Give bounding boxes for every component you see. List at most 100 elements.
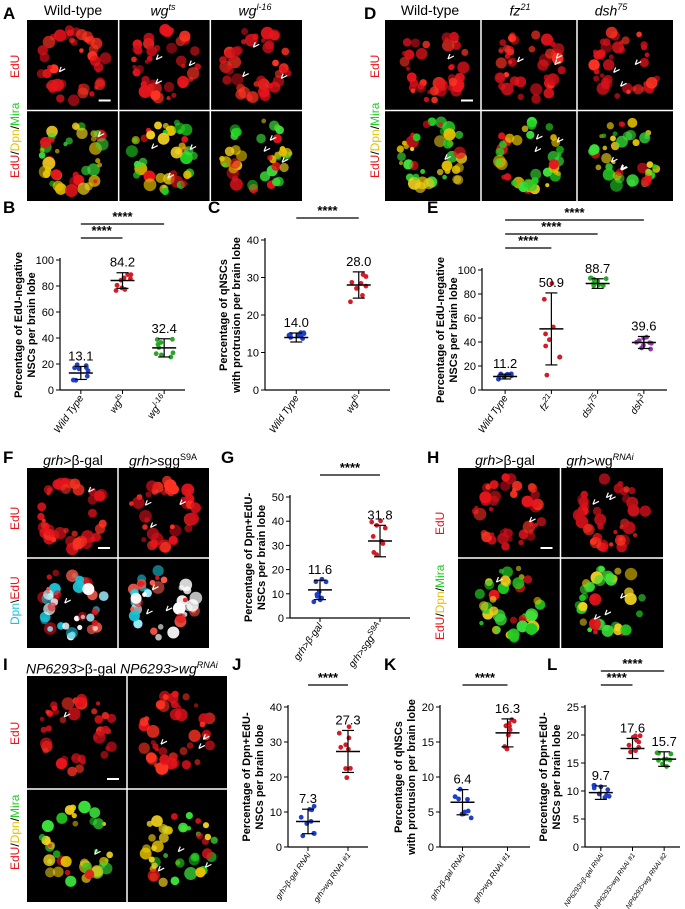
cell-blob — [530, 83, 543, 96]
data-point — [549, 281, 555, 286]
mean-label: 17.6 — [620, 720, 645, 735]
cell-blob — [169, 708, 182, 721]
cell-blob — [179, 30, 191, 42]
cell-blob — [219, 56, 227, 64]
y-tick-label: 30 — [272, 540, 284, 552]
data-point — [600, 283, 606, 288]
cell-blob — [536, 517, 547, 527]
cell-blob — [545, 123, 554, 131]
cell-blob — [614, 623, 623, 632]
micrograph-a — [27, 20, 302, 201]
arrow-marker — [149, 522, 157, 529]
cell-blob — [166, 42, 178, 54]
x-category-superscript: ts — [349, 392, 360, 402]
chart-l: 0 5 10 15 20 25 Percentage of Dpn+EdU- NSCs per… — [538, 656, 680, 909]
cell-blob — [157, 132, 170, 145]
arrow-marker — [188, 60, 196, 67]
header-d-wildtype: Wild-type — [400, 2, 460, 18]
data-point — [300, 833, 306, 839]
x-category-label: wgl-16 — [143, 391, 170, 421]
cell-blob — [190, 852, 200, 862]
cell-blob — [60, 855, 72, 868]
cell-blob — [278, 148, 288, 157]
cell-blob — [49, 137, 55, 143]
cell-blob — [76, 127, 88, 140]
cell-blob — [155, 633, 162, 641]
cell-blob — [448, 64, 454, 71]
cell-blob — [88, 508, 97, 518]
cell-blob — [158, 832, 169, 843]
cell-blob — [615, 135, 628, 148]
header-a-wgl16: wgl-16 — [238, 2, 272, 19]
data-point — [360, 272, 366, 277]
arrow-marker — [157, 865, 165, 872]
cell-blob — [190, 46, 200, 56]
data-point — [511, 718, 517, 724]
arrow-marker — [269, 135, 277, 141]
cell-blob — [261, 118, 267, 124]
y-axis-label: Percentage of Dpn+EdU- — [538, 712, 550, 842]
significance-label: **** — [475, 670, 496, 685]
cell-blob — [526, 119, 537, 130]
cell-blob — [644, 52, 650, 58]
data-point — [546, 337, 552, 343]
cell-blob — [177, 75, 190, 88]
cell-blob — [402, 38, 412, 47]
cell-blob — [635, 86, 641, 93]
header-d-dsh75: dsh75 — [594, 2, 628, 19]
cell-blob — [64, 25, 74, 35]
cell-blob — [148, 834, 156, 842]
cell-blob — [645, 77, 658, 89]
cell-blob — [138, 742, 150, 754]
cell-blob — [531, 94, 541, 104]
arrow-marker — [555, 53, 563, 59]
data-point — [346, 724, 352, 730]
cell-blob — [598, 542, 609, 553]
cell-blob — [415, 47, 428, 60]
arrow-marker — [263, 146, 271, 152]
cell-blob — [545, 183, 550, 188]
cell-blob — [52, 850, 61, 858]
cell-blob — [611, 41, 624, 54]
cell-blob — [494, 613, 507, 626]
cell-blob — [38, 151, 46, 159]
x-category-superscript: S9A — [365, 620, 381, 638]
y-tick-label: 0 — [253, 385, 259, 397]
y-axis-label: Percentage of qNSCs — [218, 259, 230, 371]
cell-blob — [102, 726, 110, 733]
data-point — [314, 593, 320, 599]
cell-blob — [160, 541, 171, 553]
arrow-marker — [198, 743, 206, 749]
cell-blob — [80, 614, 86, 620]
cell-blob — [144, 517, 150, 523]
cell-blob — [441, 160, 453, 172]
y-axis-label: with protrusion per brain lobe — [406, 699, 418, 856]
cell-blob — [202, 848, 213, 859]
cell-blob — [442, 138, 453, 149]
significance-label: **** — [318, 670, 339, 685]
cell-blob — [65, 875, 77, 887]
cell-blob — [422, 40, 431, 49]
cell-blob — [186, 67, 200, 80]
cell-blob — [181, 136, 189, 143]
chart-j: 0 10 20 30 40 Percentage of Dpn+EdU- NSCs per … — [241, 670, 368, 904]
cell-blob — [274, 70, 283, 78]
data-point — [465, 796, 470, 802]
cell-blob — [55, 758, 68, 770]
cell-blob — [163, 81, 175, 93]
cell-blob — [162, 122, 169, 129]
cell-blob — [229, 158, 241, 169]
cell-blob — [531, 30, 541, 40]
cell-blob — [167, 692, 179, 704]
cell-blob — [95, 158, 101, 164]
arrow-marker — [592, 499, 600, 505]
arrow-marker — [165, 605, 173, 612]
cell-blob — [71, 813, 77, 819]
cell-blob — [154, 121, 163, 130]
y-axis-label: with protrusion per brain lobe — [231, 237, 243, 394]
cell-blob — [577, 494, 588, 505]
arrow-marker — [554, 59, 561, 66]
cell-blob — [151, 862, 158, 869]
x-category-label: dsh75 — [577, 391, 603, 420]
data-point — [338, 744, 344, 750]
